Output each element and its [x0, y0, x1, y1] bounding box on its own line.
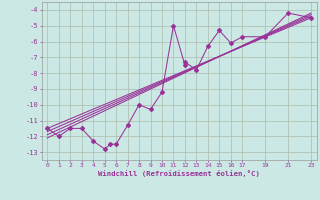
- X-axis label: Windchill (Refroidissement éolien,°C): Windchill (Refroidissement éolien,°C): [98, 170, 260, 177]
